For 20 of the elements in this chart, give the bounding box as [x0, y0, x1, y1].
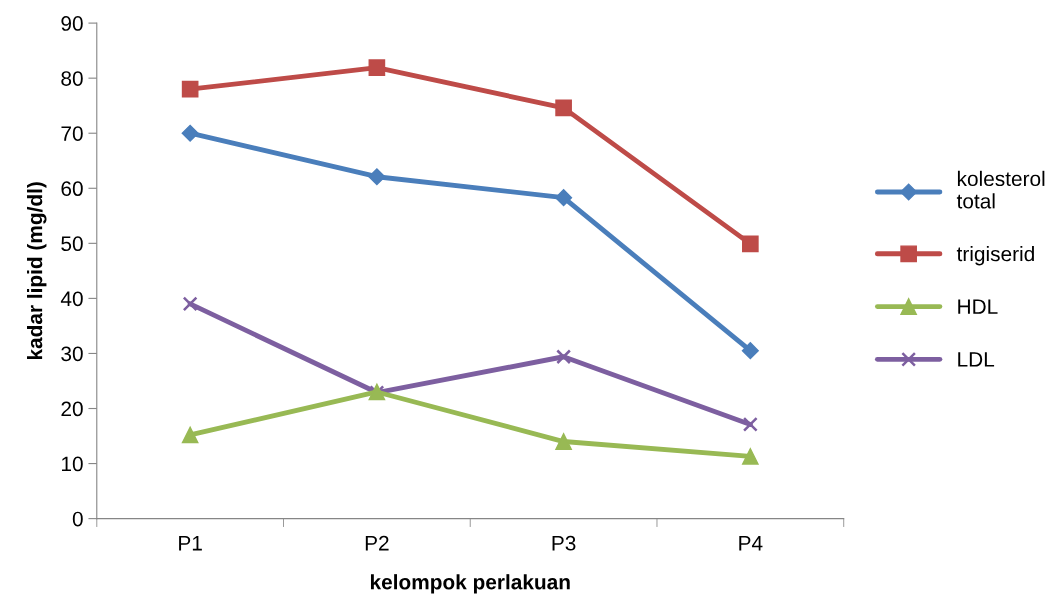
x-tick-label: P2 [365, 535, 389, 551]
y-tick-label: 50 [61, 236, 83, 252]
y-tick-label: 90 [61, 16, 83, 31]
y-tick-label: 20 [61, 401, 83, 417]
legend-label: LDL [958, 352, 995, 367]
y-tick-label: 80 [61, 71, 83, 86]
legend-label: trigiserid [956, 246, 1034, 266]
y-axis-title: kadar lipid (mg/dl) [27, 182, 47, 360]
x-axis-title: kelompok perlakuan [370, 574, 570, 594]
y-tick-label: 70 [61, 126, 83, 141]
y-tick-label: 0 [72, 511, 83, 527]
x-tick-label: P1 [179, 536, 202, 551]
y-tick-label: 10 [62, 456, 83, 472]
legend-label: kolesterol total [956, 170, 1045, 209]
legend-label: HDL [958, 299, 998, 314]
y-tick-label: 30 [61, 346, 83, 362]
x-tick-label: P3 [552, 535, 576, 551]
y-tick-label: 40 [60, 291, 83, 307]
x-tick-label: P4 [739, 536, 763, 551]
y-tick-label: 60 [61, 181, 83, 197]
